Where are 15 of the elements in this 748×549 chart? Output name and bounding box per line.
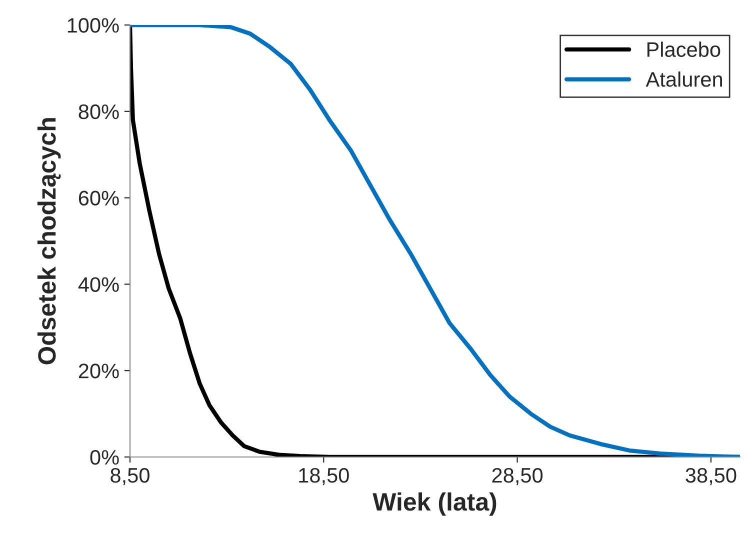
y-tick-label: 20% [78, 364, 119, 378]
x-tick-label: 18,50 [299, 468, 349, 486]
y-tick-label: 80% [78, 104, 119, 120]
y-tick-label: 0% [90, 450, 119, 465]
x-tick-label: 28,50 [492, 468, 543, 486]
x-tick-label: 8,50 [110, 468, 150, 486]
x-axis-title: Wiek (lata) [372, 492, 496, 516]
x-tick-label: 38,50 [686, 468, 736, 486]
y-tick-label: 100% [68, 18, 119, 33]
y-axis-title: Odsetek chodzących [37, 118, 61, 364]
legend-label: Placebo [647, 42, 720, 57]
y-tick-label: 40% [78, 277, 119, 292]
line-series [130, 25, 740, 457]
legend-label: Ataluren [646, 72, 722, 87]
y-tick-label: 60% [78, 190, 119, 206]
